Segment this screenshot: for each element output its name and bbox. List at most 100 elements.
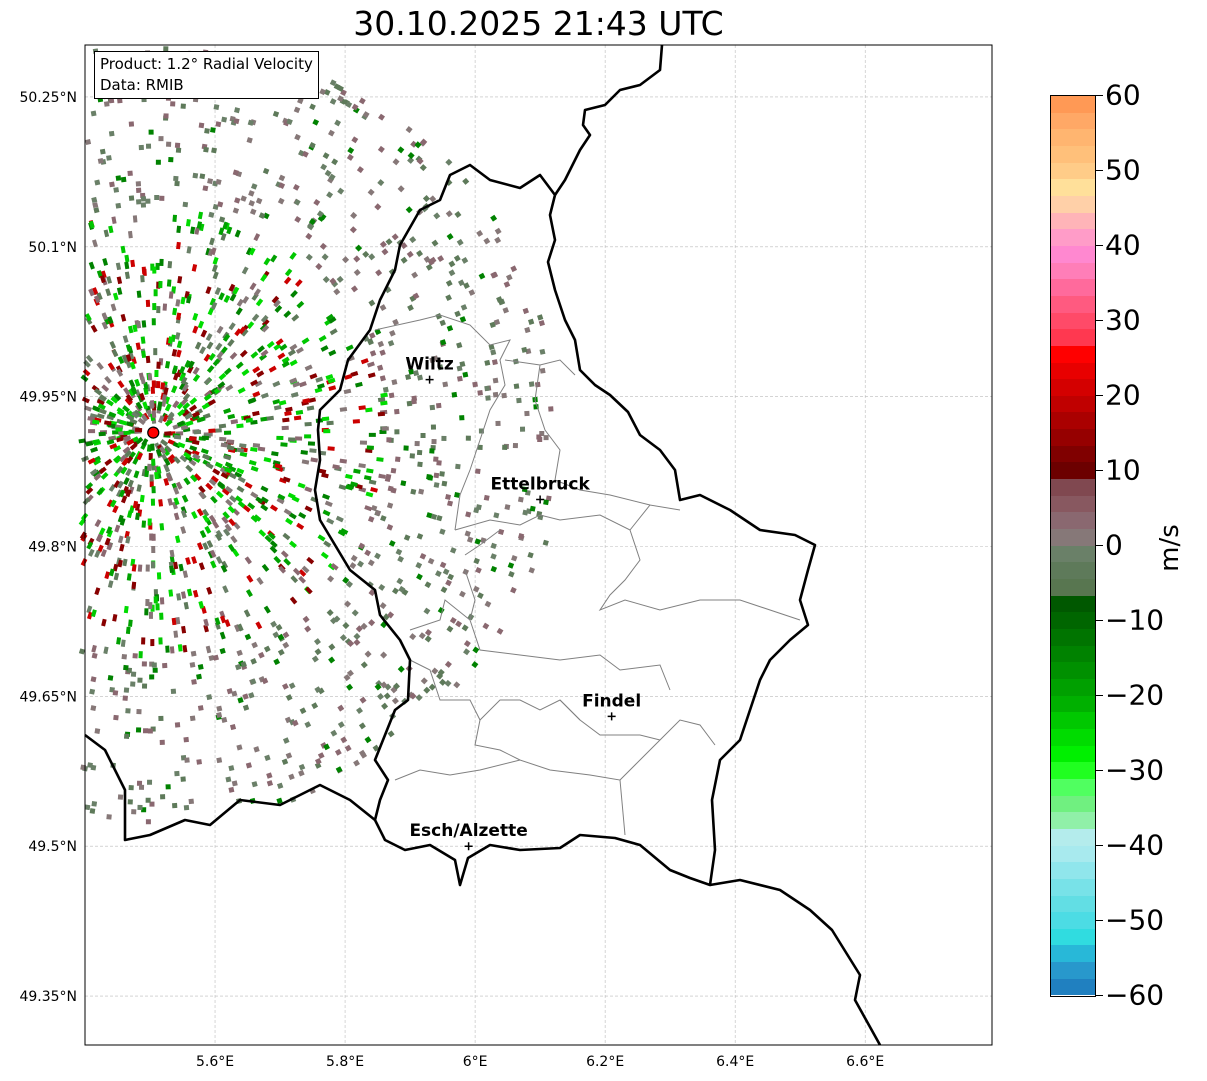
echo-pixel [192, 589, 199, 598]
colorbar-segment [1051, 845, 1095, 863]
echo-pixel [250, 379, 259, 387]
echo-pixel [308, 397, 317, 403]
lat-tick-label: 49.5°N [28, 839, 77, 855]
echo-pixel [122, 335, 129, 343]
echo-pixel [223, 430, 232, 435]
echo-pixel [374, 203, 382, 211]
echo-pixel [250, 351, 259, 359]
echo-pixel [124, 271, 130, 280]
echo-pixel [198, 122, 205, 129]
echo-pixel [215, 342, 223, 351]
echo-pixel [428, 683, 436, 691]
echo-pixel [155, 603, 160, 611]
echo-pixel [433, 212, 441, 220]
echo-pixel [454, 310, 461, 318]
echo-pixel [98, 466, 107, 475]
echo-pixel [98, 394, 108, 402]
echo-pixel [281, 758, 289, 765]
echo-pixel [340, 527, 349, 535]
echo-pixel [202, 185, 209, 192]
echo-pixel [223, 367, 232, 376]
echo-pixel [124, 254, 130, 263]
echo-pixel [123, 477, 130, 486]
echo-pixel [313, 198, 321, 206]
colorbar-segment [1051, 145, 1095, 163]
echo-pixel [208, 514, 217, 523]
echo-pixel [205, 286, 212, 295]
echo-pixel [377, 364, 384, 371]
echo-pixel [353, 632, 361, 640]
echo-pixel [201, 402, 210, 410]
lon-tick-label: 6.2°E [586, 1054, 624, 1070]
echo-pixel [510, 586, 517, 594]
echo-pixel [219, 647, 226, 655]
echo-pixel [209, 127, 216, 133]
echo-pixel [125, 344, 132, 352]
echo-pixel [370, 504, 378, 512]
echo-pixel [116, 276, 123, 285]
canton-border [454, 504, 681, 531]
echo-pixel [302, 150, 309, 158]
echo-pixel [423, 686, 431, 694]
echo-pixel [209, 549, 217, 558]
echo-pixel [191, 679, 197, 685]
echo-pixel [298, 769, 305, 777]
echo-pixel [181, 409, 190, 417]
echo-pixel [263, 645, 271, 653]
echo-pixel [319, 242, 327, 250]
echo-pixel [109, 568, 115, 577]
echo-pixel [175, 481, 183, 490]
echo-pixel [513, 383, 520, 390]
echo-pixel [203, 146, 209, 153]
echo-pixel [492, 377, 499, 384]
echo-pixel [247, 398, 256, 405]
echo-pixel [225, 776, 232, 783]
echo-pixel [135, 401, 143, 410]
echo-pixel [266, 780, 274, 787]
echo-pixel [194, 227, 200, 235]
echo-pixel [176, 420, 185, 427]
echo-pixel [322, 276, 330, 284]
echo-pixel [89, 808, 96, 814]
lon-tick-label: 6.4°E [716, 1054, 754, 1070]
echo-pixel [155, 262, 160, 270]
echo-pixel [408, 368, 415, 375]
echo-pixel [468, 289, 476, 296]
canton-border [409, 659, 581, 761]
echo-pixel [424, 581, 432, 589]
echo-pixel [260, 314, 269, 323]
echo-pixel [153, 348, 158, 356]
echo-pixel [394, 429, 400, 435]
echo-pixel [132, 215, 138, 223]
colorbar-tick [1095, 920, 1103, 921]
echo-pixel [345, 101, 353, 108]
echo-pixel [117, 514, 124, 523]
echo-pixel [154, 369, 159, 378]
echo-pixel [249, 678, 257, 685]
echo-pixel [407, 156, 415, 164]
echo-pixel [444, 660, 452, 668]
echo-pixel [88, 220, 95, 229]
echo-pixel [159, 195, 165, 201]
echo-pixel [221, 716, 228, 723]
echo-pixel [385, 238, 393, 246]
echo-pixel [127, 799, 133, 805]
echo-pixel [219, 615, 227, 624]
echo-pixel [379, 602, 387, 610]
echo-pixel [364, 549, 372, 557]
echo-pixel [203, 353, 211, 362]
echo-pixel [108, 411, 117, 418]
echo-pixel [176, 241, 181, 250]
echo-pixel [180, 776, 186, 782]
echo-pixel [109, 181, 115, 188]
echo-pixel [221, 516, 229, 525]
echo-pixel [101, 384, 110, 393]
lat-tick-label: 50.25°N [19, 90, 77, 106]
echo-pixel [332, 464, 340, 470]
echo-pixel [431, 438, 437, 445]
echo-pixel [281, 425, 289, 431]
echo-pixel [391, 233, 399, 241]
echo-pixel [342, 621, 350, 630]
echo-pixel [226, 688, 233, 695]
echo-pixel [465, 511, 472, 518]
